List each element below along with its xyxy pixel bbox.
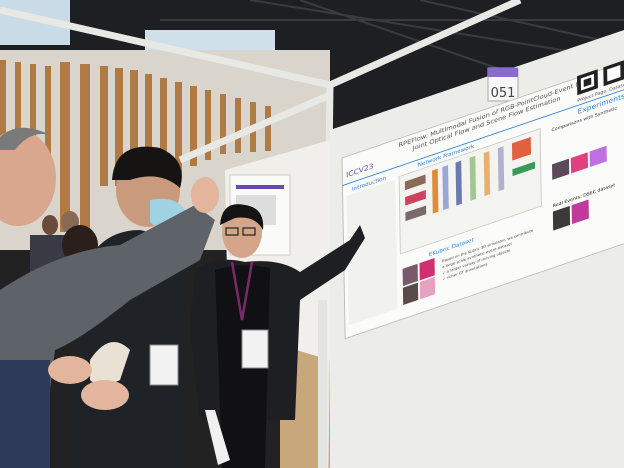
name-badge — [149, 344, 179, 386]
hand — [48, 356, 92, 384]
ceiling-trusses — [160, 0, 624, 91]
name-badge — [241, 329, 269, 369]
results-images — [552, 145, 607, 231]
person-foreground-left — [0, 127, 219, 468]
presenter — [190, 204, 365, 468]
lanyard — [230, 261, 254, 321]
rolled-paper — [90, 342, 130, 385]
qr-code — [576, 60, 624, 96]
hand — [81, 380, 129, 410]
intro-column — [346, 179, 398, 326]
dataset-images — [402, 258, 436, 306]
board-leg — [318, 300, 327, 468]
board-number: 051 — [491, 86, 516, 101]
glasses — [225, 227, 256, 236]
paper-bag — [205, 410, 230, 465]
hand — [191, 177, 219, 213]
network-diagram — [398, 128, 542, 255]
board-number-tag: 051 — [487, 67, 519, 102]
